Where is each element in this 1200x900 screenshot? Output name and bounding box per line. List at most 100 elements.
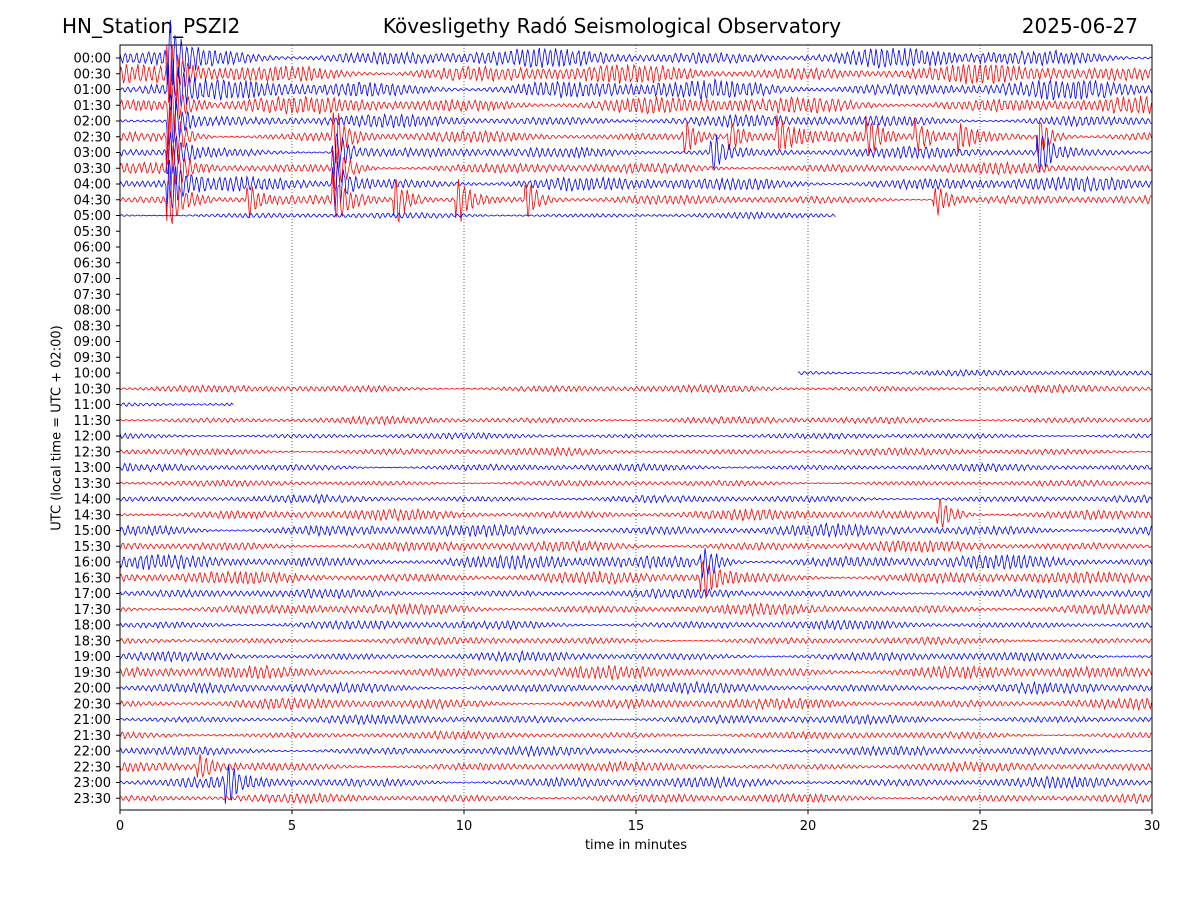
y-tick-label: 12:00 bbox=[74, 430, 111, 445]
trace-1030 bbox=[119, 383, 1152, 395]
y-tick-label: 18:00 bbox=[74, 619, 111, 634]
y-tick-label: 14:00 bbox=[74, 493, 111, 508]
y-tick-label: 08:00 bbox=[74, 304, 111, 319]
trace-1130 bbox=[120, 415, 1152, 427]
y-tick-label: 17:30 bbox=[74, 603, 111, 618]
y-axis-label: UTC (local time = UTC + 02:00) bbox=[49, 325, 65, 531]
y-tick-label: 15:00 bbox=[74, 524, 111, 539]
y-tick-label: 23:30 bbox=[74, 792, 111, 807]
trace-0000 bbox=[119, 19, 1152, 87]
trace-2130 bbox=[119, 730, 1152, 741]
y-tick-label: 20:30 bbox=[74, 697, 111, 712]
y-tick-label: 02:00 bbox=[74, 115, 111, 130]
trace-0400 bbox=[119, 159, 1152, 211]
trace-1830 bbox=[119, 636, 1152, 646]
y-tick-label: 07:30 bbox=[74, 288, 111, 303]
trace-2300 bbox=[119, 765, 1152, 804]
y-tick-label: 05:00 bbox=[74, 209, 111, 224]
trace-2330 bbox=[119, 792, 1152, 805]
y-tick-label: 08:30 bbox=[74, 319, 111, 334]
y-tick-label: 22:00 bbox=[74, 745, 111, 760]
y-tick-label: 06:30 bbox=[74, 256, 111, 271]
x-tick-label: 10 bbox=[456, 819, 473, 834]
station-name: HN_Station_PSZI2 bbox=[62, 14, 241, 38]
trace-2030 bbox=[119, 696, 1152, 712]
trace-1100 bbox=[120, 402, 234, 407]
y-tick-label: 01:00 bbox=[74, 83, 111, 98]
y-tick-label: 06:00 bbox=[74, 241, 111, 256]
trace-1400 bbox=[119, 493, 1152, 505]
y-tick-label: 05:30 bbox=[74, 225, 111, 240]
trace-1000 bbox=[797, 369, 1152, 377]
y-tick-label: 01:30 bbox=[74, 99, 111, 114]
trace-1200 bbox=[119, 432, 1152, 440]
y-tick-label: 04:00 bbox=[74, 178, 111, 193]
y-tick-label: 13:30 bbox=[74, 477, 111, 492]
x-axis-label: time in minutes bbox=[584, 838, 688, 853]
trace-0330 bbox=[119, 145, 1152, 199]
y-tick-label: 11:30 bbox=[74, 414, 111, 429]
y-tick-label: 22:30 bbox=[74, 760, 111, 775]
chart-title: Kövesligethy Radó Seismological Observat… bbox=[382, 14, 842, 38]
trace-1530 bbox=[119, 539, 1152, 553]
trace-1730 bbox=[119, 602, 1152, 617]
x-tick-label: 0 bbox=[116, 819, 124, 834]
trace-1500 bbox=[119, 522, 1152, 538]
y-tick-label: 04:30 bbox=[74, 193, 111, 208]
trace-0200 bbox=[119, 94, 1152, 150]
y-tick-label: 18:30 bbox=[74, 634, 111, 649]
trace-0500 bbox=[119, 211, 836, 220]
trace-0030 bbox=[119, 44, 1152, 103]
trace-0100 bbox=[119, 59, 1152, 111]
trace-1700 bbox=[119, 588, 1152, 600]
trace-1630 bbox=[119, 559, 1152, 599]
trace-1330 bbox=[119, 479, 1152, 488]
y-tick-label: 14:30 bbox=[74, 508, 111, 523]
trace-0430 bbox=[119, 171, 1152, 225]
trace-1800 bbox=[119, 619, 1152, 631]
trace-1600 bbox=[119, 548, 1152, 578]
x-tick-label: 20 bbox=[800, 819, 817, 834]
y-tick-label: 16:00 bbox=[74, 556, 111, 571]
y-tick-label: 23:00 bbox=[74, 776, 111, 791]
trace-0230 bbox=[119, 103, 1152, 166]
y-tick-label: 19:30 bbox=[74, 666, 111, 681]
y-tick-label: 09:30 bbox=[74, 351, 111, 366]
chart-date: 2025-06-27 bbox=[1021, 14, 1138, 38]
y-tick-label: 11:00 bbox=[74, 398, 111, 413]
y-tick-label: 00:00 bbox=[74, 52, 111, 67]
y-tick-label: 00:30 bbox=[74, 67, 111, 82]
trace-1900 bbox=[119, 650, 1152, 664]
y-tick-label: 02:30 bbox=[74, 130, 111, 145]
y-tick-label: 13:00 bbox=[74, 461, 111, 476]
y-tick-label: 10:00 bbox=[74, 367, 111, 382]
trace-1230 bbox=[119, 446, 1152, 457]
x-tick-label: 15 bbox=[628, 819, 645, 834]
y-tick-label: 09:00 bbox=[74, 335, 111, 350]
y-tick-label: 10:30 bbox=[74, 382, 111, 397]
y-tick-label: 15:30 bbox=[74, 540, 111, 555]
trace-2200 bbox=[119, 745, 1152, 758]
y-tick-label: 21:30 bbox=[74, 729, 111, 744]
trace-2100 bbox=[119, 713, 1152, 726]
y-tick-label: 20:00 bbox=[74, 682, 111, 697]
x-tick-label: 25 bbox=[972, 819, 989, 834]
y-tick-label: 12:30 bbox=[74, 445, 111, 460]
y-tick-label: 16:30 bbox=[74, 571, 111, 586]
y-tick-label: 17:00 bbox=[74, 587, 111, 602]
y-tick-label: 21:00 bbox=[74, 713, 111, 728]
trace-2230 bbox=[119, 754, 1152, 779]
y-tick-label: 03:30 bbox=[74, 162, 111, 177]
trace-2000 bbox=[119, 680, 1152, 696]
x-tick-label: 5 bbox=[288, 819, 296, 834]
trace-1300 bbox=[119, 462, 1152, 473]
trace-0130 bbox=[119, 73, 1152, 137]
trace-1930 bbox=[120, 664, 1152, 681]
trace-1430 bbox=[119, 498, 1152, 528]
y-tick-label: 07:00 bbox=[74, 272, 111, 287]
y-tick-label: 03:00 bbox=[74, 146, 111, 161]
trace-0300 bbox=[119, 132, 1152, 178]
y-tick-label: 19:00 bbox=[74, 650, 111, 665]
x-tick-label: 30 bbox=[1144, 819, 1161, 834]
